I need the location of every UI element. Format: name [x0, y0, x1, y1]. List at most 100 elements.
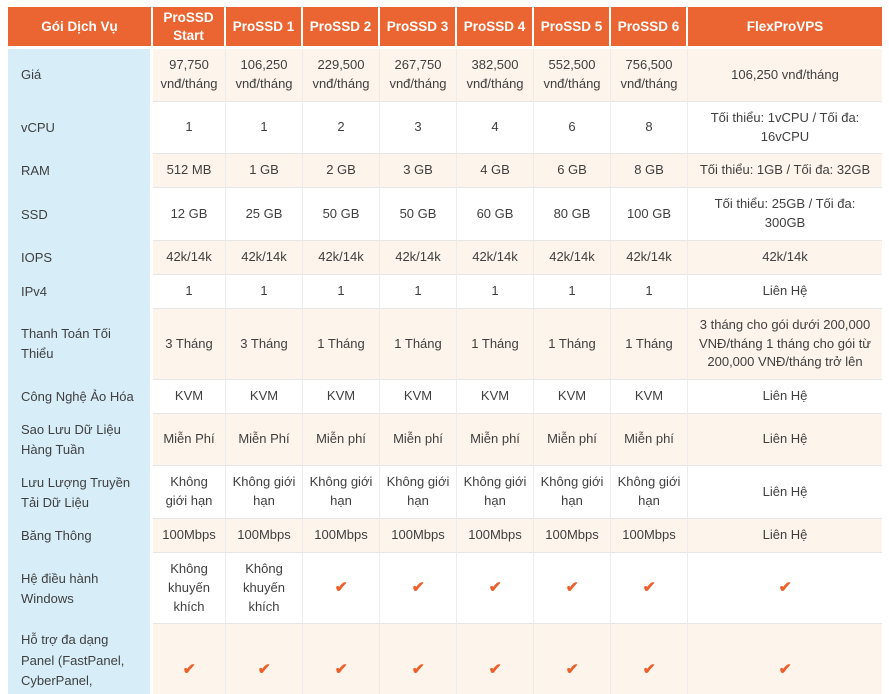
- table-cell: 1: [226, 101, 303, 155]
- table-row: vCPU 1 1 2 3 4 6 8 Tối thiểu: 1vCPU / Tối đa: 16…: [8, 101, 882, 155]
- table-cell: 8: [611, 101, 688, 155]
- table-cell: KVM: [380, 380, 457, 415]
- table-cell: 229,500 vnđ/tháng: [303, 49, 380, 102]
- table-row: IPv4 1 1 1 1 1 1 1 Liên Hệ: [8, 274, 882, 309]
- table-cell: Miễn phí: [457, 414, 534, 467]
- table-cell: ✔: [611, 624, 688, 694]
- table-cell: 100Mbps: [611, 519, 688, 553]
- table-cell: 382,500 vnđ/tháng: [457, 49, 534, 102]
- table-cell: 8 GB: [611, 154, 688, 189]
- table-cell: Không giới hạn: [153, 466, 226, 520]
- check-icon: ✔: [565, 579, 579, 597]
- table-cell: 1: [534, 274, 611, 309]
- table-cell: 50 GB: [380, 188, 457, 241]
- column-header-plan: FlexProVPS: [688, 7, 882, 50]
- table-cell: 3 Tháng: [226, 308, 303, 381]
- column-header-plan: ProSSD 3: [380, 7, 457, 50]
- table-cell: 3 GB: [380, 154, 457, 189]
- table-cell: 267,750 vnđ/tháng: [380, 49, 457, 102]
- table-cell: 756,500 vnđ/tháng: [611, 49, 688, 102]
- table-cell: ✔: [457, 552, 534, 625]
- table-cell: ✔: [226, 624, 303, 694]
- table-cell: 106,250 vnđ/tháng: [688, 49, 882, 102]
- table-cell: 100Mbps: [153, 519, 226, 553]
- table-cell: KVM: [457, 380, 534, 415]
- table-cell: 1: [457, 274, 534, 309]
- table-row: Thanh Toán Tối Thiểu 3 Tháng 3 Tháng 1 Thán…: [8, 308, 882, 381]
- table-cell: Liên Hệ: [688, 380, 882, 415]
- table-cell: 106,250 vnđ/tháng: [226, 49, 303, 102]
- table-cell: ✔: [303, 624, 380, 694]
- table-cell: Liên Hệ: [688, 274, 882, 309]
- table-cell: KVM: [226, 380, 303, 415]
- table-cell: Không giới hạn: [380, 466, 457, 520]
- table-cell: Miễn phí: [534, 414, 611, 467]
- row-label: RAM: [8, 154, 153, 189]
- table-cell: Tối thiểu: 1vCPU / Tối đa: 16vCPU: [688, 101, 882, 155]
- table-cell: 3: [380, 101, 457, 155]
- check-icon: ✔: [334, 579, 348, 597]
- table-cell: 42k/14k: [380, 241, 457, 275]
- table-cell: 42k/14k: [226, 241, 303, 275]
- table-cell: 2 GB: [303, 154, 380, 189]
- table-cell: KVM: [153, 380, 226, 415]
- table-cell: ✔: [688, 624, 882, 694]
- table-cell: ✔: [380, 624, 457, 694]
- table-cell: Liên Hệ: [688, 466, 882, 520]
- check-icon: ✔: [642, 661, 656, 679]
- column-header-plan: ProSSD 5: [534, 7, 611, 50]
- table-cell: ✔: [688, 552, 882, 625]
- table-cell: ✔: [380, 552, 457, 625]
- check-icon: ✔: [642, 579, 656, 597]
- table-cell: Miễn Phí: [153, 414, 226, 467]
- check-icon: ✔: [257, 661, 271, 679]
- check-icon: ✔: [334, 661, 348, 679]
- table-cell: 100Mbps: [303, 519, 380, 553]
- table-cell: 100Mbps: [226, 519, 303, 553]
- column-header-service: Gói Dịch Vụ: [8, 7, 153, 50]
- table-cell: 42k/14k: [457, 241, 534, 275]
- table-cell: 100Mbps: [457, 519, 534, 553]
- table-row: Giá 97,750 vnđ/tháng 106,250 vnđ/tháng 229,…: [8, 49, 882, 102]
- table-row: Hệ điều hành Windows Không khuyến khích Kh…: [8, 552, 882, 625]
- row-label: Hỗ trợ đa dạng Panel (FastPanel, CyberPa…: [8, 624, 153, 694]
- row-label: Thanh Toán Tối Thiểu: [8, 308, 153, 381]
- table-cell: Tối thiểu: 1GB / Tối đa: 32GB: [688, 154, 882, 189]
- table-cell: 25 GB: [226, 188, 303, 241]
- table-cell: 1: [380, 274, 457, 309]
- table-cell: 512 MB: [153, 154, 226, 189]
- table-cell: 42k/14k: [611, 241, 688, 275]
- table-cell: ✔: [611, 552, 688, 625]
- table-row: Lưu Lượng Truyền Tải Dữ Liệu Không giới h…: [8, 466, 882, 520]
- check-icon: ✔: [411, 579, 425, 597]
- row-label: Sao Lưu Dữ Liệu Hàng Tuần: [8, 414, 153, 467]
- table-cell: 1: [226, 274, 303, 309]
- check-icon: ✔: [182, 661, 196, 679]
- check-icon: ✔: [778, 579, 792, 597]
- table-cell: 42k/14k: [153, 241, 226, 275]
- table-row: Công Nghệ Ảo Hóa KVM KVM KVM KVM KVM KVM KVM Liê…: [8, 380, 882, 415]
- table-cell: Không giới hạn: [303, 466, 380, 520]
- table-cell: Không khuyến khích: [153, 552, 226, 625]
- column-header-plan: ProSSD Start: [153, 7, 226, 50]
- table-cell: 42k/14k: [534, 241, 611, 275]
- table-body: Giá 97,750 vnđ/tháng 106,250 vnđ/tháng 229,…: [8, 49, 882, 694]
- row-label: Công Nghệ Ảo Hóa: [8, 380, 153, 415]
- table-cell: 2: [303, 101, 380, 155]
- column-header-plan: ProSSD 4: [457, 7, 534, 50]
- table-cell: Miễn phí: [303, 414, 380, 467]
- row-label: vCPU: [8, 101, 153, 155]
- check-icon: ✔: [411, 661, 425, 679]
- table-cell: KVM: [303, 380, 380, 415]
- table-cell: Không giới hạn: [457, 466, 534, 520]
- row-label: SSD: [8, 188, 153, 241]
- row-label: Hệ điều hành Windows: [8, 552, 153, 625]
- table-cell: 3 tháng cho gói dưới 200,000 VNĐ/tháng 1…: [688, 308, 882, 381]
- table-cell: 1 Tháng: [380, 308, 457, 381]
- table-cell: 1: [611, 274, 688, 309]
- table-cell: 80 GB: [534, 188, 611, 241]
- table-cell: Liên Hệ: [688, 414, 882, 467]
- table-cell: ✔: [534, 624, 611, 694]
- table-cell: Không giới hạn: [534, 466, 611, 520]
- row-label: Lưu Lượng Truyền Tải Dữ Liệu: [8, 466, 153, 520]
